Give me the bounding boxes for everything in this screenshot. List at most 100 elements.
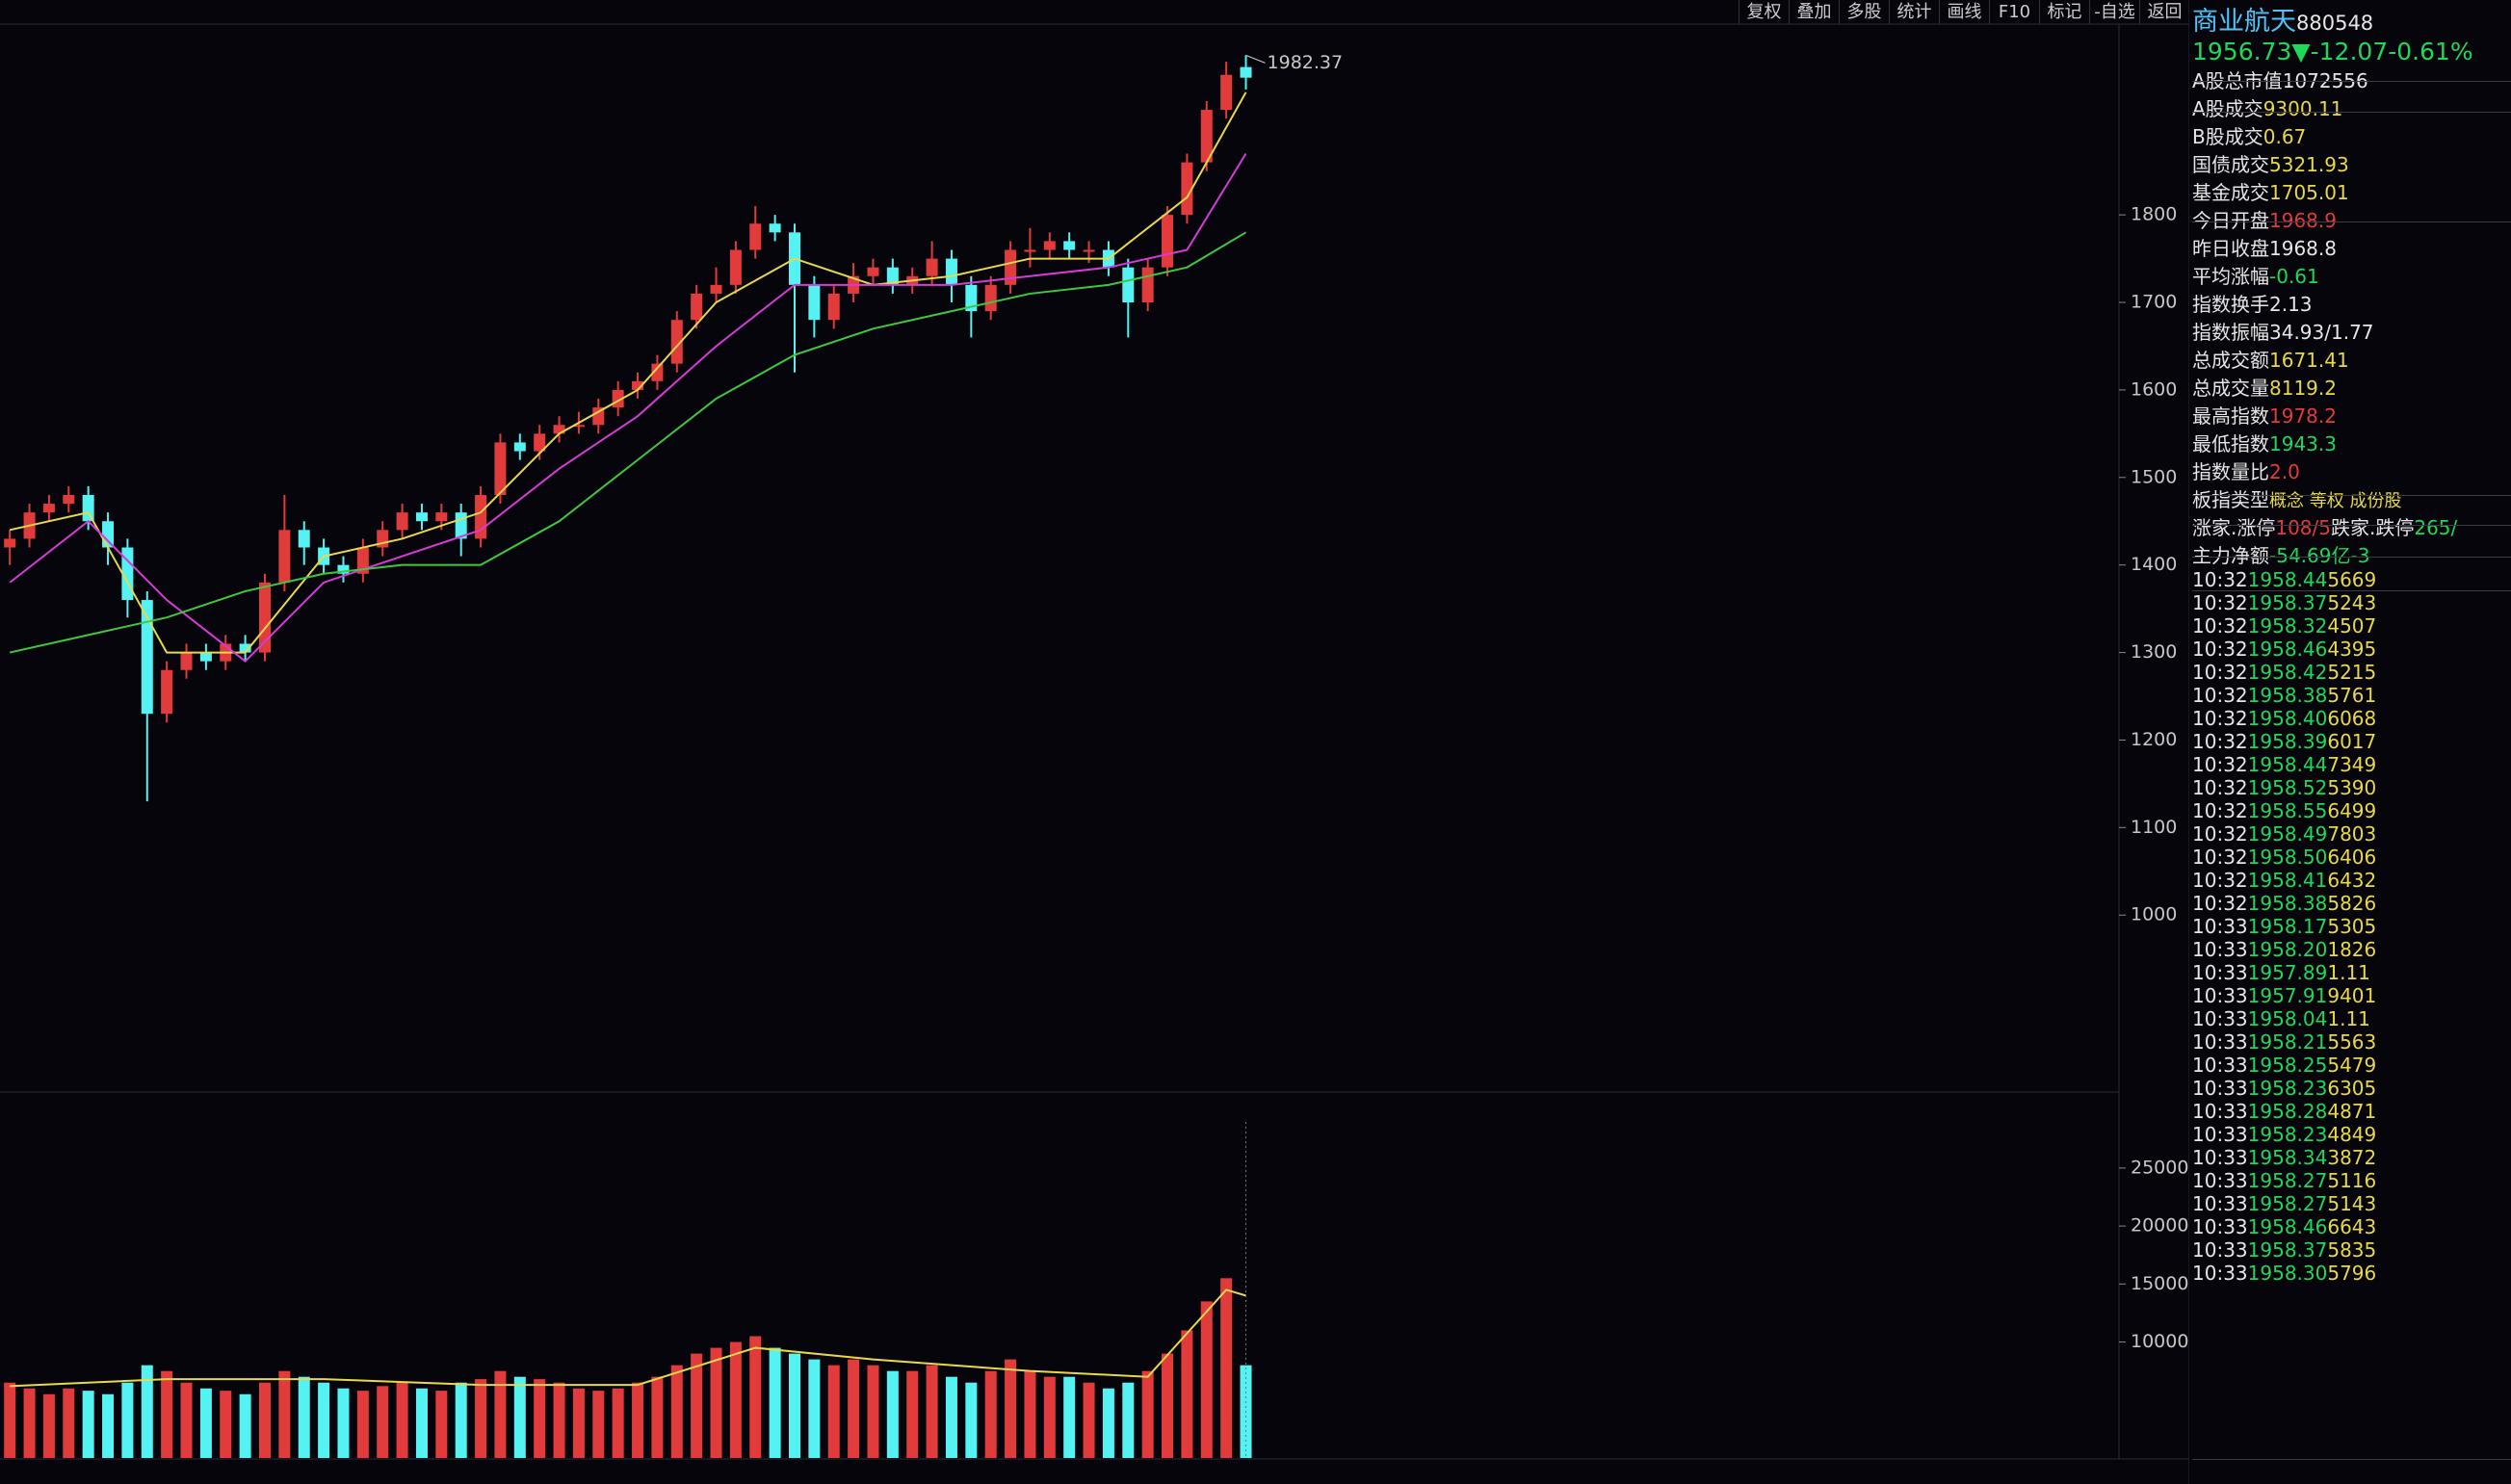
row: 指数量比2.0 (2192, 456, 2511, 484)
separator (2192, 590, 2511, 592)
candle-body (1005, 249, 1017, 285)
volume-bar (1122, 1382, 1135, 1458)
tick-price: 1958.23 (2247, 1123, 2328, 1146)
tick-time: 10:32 (2192, 822, 2248, 846)
row: 10:321958.425215 (2192, 661, 2511, 684)
tick-volume: 5826 (2327, 892, 2377, 915)
candle-body (337, 564, 350, 574)
tick-time: 10:32 (2192, 661, 2248, 684)
candle-body (769, 223, 781, 233)
row: 10:331958.201826 (2192, 938, 2511, 961)
tick-volume: 7349 (2327, 753, 2377, 776)
volume-bar (318, 1382, 330, 1458)
row: 10:331958.284871 (2192, 1100, 2511, 1123)
candle-body (494, 442, 507, 495)
change: ▼-12.07 (2291, 38, 2389, 65)
volume-bar (455, 1382, 467, 1458)
row: 10:331958.343872 (2192, 1146, 2511, 1169)
separator (2192, 1459, 2511, 1460)
toolbar-button[interactable]: 多股 (1839, 0, 1889, 24)
candle-body (356, 547, 369, 574)
info-value: 2.0 (2269, 460, 2300, 483)
candle-body (808, 284, 821, 321)
tick-volume: 5143 (2327, 1192, 2377, 1215)
tick-price: 1958.52 (2247, 776, 2328, 799)
y-tick-label: 1100 (2131, 817, 2177, 838)
tick-time: 10:32 (2192, 614, 2248, 638)
tick-price: 1958.38 (2247, 892, 2328, 915)
tick-time: 10:33 (2192, 1192, 2248, 1215)
toolbar-button[interactable]: 返回 (2139, 0, 2189, 24)
candle-body (1043, 241, 1056, 250)
info-label: 总成交量 (2192, 377, 2269, 400)
tick-time: 10:33 (2192, 961, 2248, 984)
volume-bar (729, 1341, 742, 1458)
tick-price: 1958.44 (2247, 753, 2328, 776)
average-line (9, 91, 1247, 654)
y-tick-label: 25000 (2131, 1157, 2188, 1178)
candle-body (632, 380, 644, 390)
toolbar-button[interactable]: 标记 (2039, 0, 2089, 24)
tick-price: 1958.32 (2247, 614, 2328, 638)
info-value: 34.93/1.77 (2269, 321, 2374, 344)
toolbar-button[interactable]: F10 (1989, 0, 2039, 24)
candle-body (239, 643, 251, 653)
volume-bar (1083, 1382, 1095, 1458)
volume-bar (435, 1391, 448, 1458)
candle-body (592, 407, 605, 426)
volume-bar (632, 1382, 644, 1458)
tick-price: 1958.25 (2247, 1054, 2328, 1077)
toolbar-button[interactable]: 复权 (1739, 0, 1789, 24)
tick-price: 1958.28 (2247, 1100, 2328, 1123)
index-code: 880548 (2296, 12, 2374, 35)
tick-price: 1958.34 (2247, 1146, 2328, 1169)
chart-area: 1000 1100 1200 1300 1400 1500 1600 1700 1800 1982… (0, 0, 2189, 1484)
candle-body (1141, 267, 1154, 303)
tick-time: 10:33 (2192, 1030, 2248, 1054)
volume-bar (867, 1365, 879, 1458)
candle-body (553, 425, 565, 434)
info-value: 8119.2 (2269, 377, 2337, 400)
tick-price: 1958.37 (2247, 591, 2328, 614)
tick-price: 1957.91 (2247, 984, 2328, 1007)
row: 最高指数1978.2 (2192, 401, 2511, 429)
info-value: 概念 等权 成份股 (2269, 491, 2402, 511)
tick-time: 10:33 (2192, 1262, 2248, 1285)
toolbar-button[interactable]: 统计 (1889, 0, 1939, 24)
tick-time: 10:33 (2192, 1054, 2248, 1077)
tick-time: 10:32 (2192, 638, 2248, 661)
volume-bar (945, 1376, 957, 1458)
tick-price: 1957.89 (2247, 961, 2328, 984)
tick-time: 10:32 (2192, 799, 2248, 822)
row: 涨家.涨停108/5跌家.跌停265/ (2192, 512, 2511, 540)
volume-bar (612, 1388, 624, 1458)
candle-body (651, 363, 664, 381)
volume-bar (356, 1391, 369, 1458)
volume-bar (494, 1370, 507, 1458)
candle-body (513, 442, 526, 452)
info-value: 1705.01 (2269, 181, 2349, 204)
toolbar-button[interactable]: 叠加 (1789, 0, 1839, 24)
row: 平均涨幅-0.61 (2192, 261, 2511, 289)
candle-body (1083, 249, 1095, 252)
volume-bar (848, 1359, 860, 1458)
info-label: 指数振幅 (2192, 321, 2269, 344)
tick-price: 1958.27 (2247, 1169, 2328, 1192)
y-tick-label: 1500 (2131, 466, 2177, 487)
row: 10:321958.406068 (2192, 707, 2511, 730)
candle-body (1122, 267, 1135, 303)
candle-body (435, 512, 448, 522)
toolbar-button[interactable]: -自选 (2089, 0, 2139, 24)
candle-body (945, 258, 957, 285)
tick-volume: 1.11 (2327, 1007, 2370, 1030)
y-tick-label: 1000 (2131, 904, 2177, 925)
tick-time: 10:33 (2192, 1007, 2248, 1030)
candle-body (396, 512, 408, 531)
toolbar-button[interactable]: 画线 (1939, 0, 1989, 24)
tick-price: 1958.37 (2247, 1238, 2328, 1262)
info-value: 1968.8 (2269, 237, 2337, 260)
tick-time: 10:32 (2192, 753, 2248, 776)
volume-bar (670, 1365, 683, 1458)
tick-time: 10:32 (2192, 568, 2248, 591)
tick-price: 1958.30 (2247, 1262, 2328, 1285)
